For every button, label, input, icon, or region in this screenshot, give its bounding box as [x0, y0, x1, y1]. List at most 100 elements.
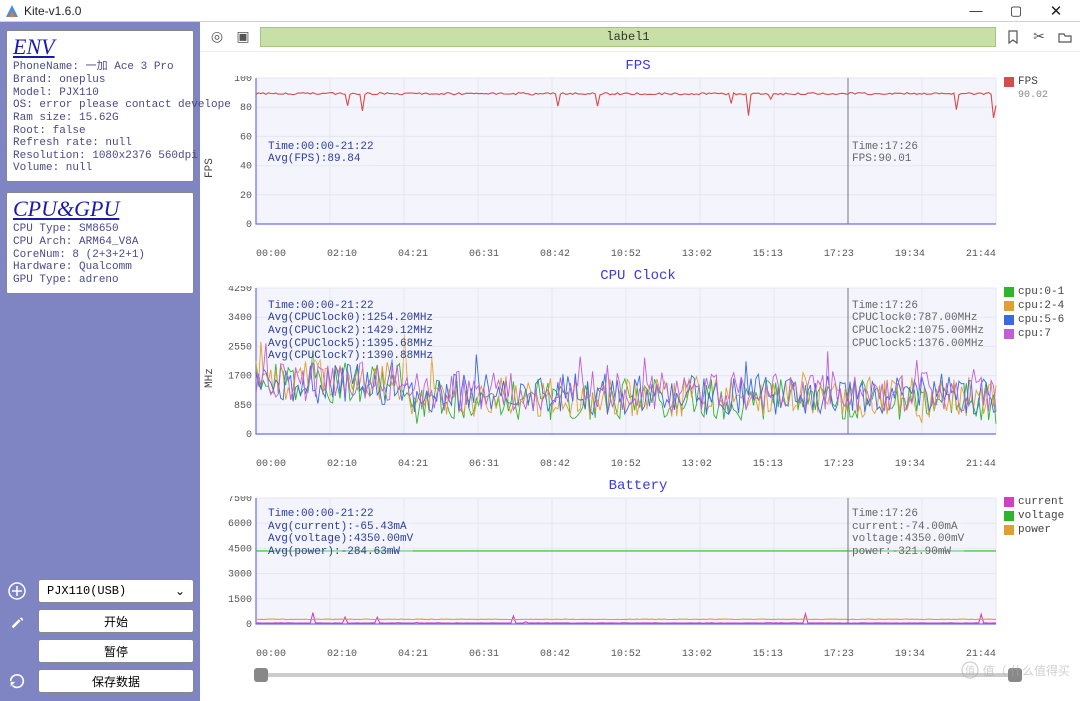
- chart-title: FPS: [204, 58, 1072, 74]
- overlay-info-right: Time:17:26 FPS:90.01: [852, 141, 918, 166]
- legend-item[interactable]: cpu:2-4: [1004, 300, 1072, 312]
- panel-row: Model: PJX110: [13, 87, 187, 100]
- open-icon[interactable]: [1056, 28, 1074, 46]
- fps-chart: FPSFPS02040608010000:0002:1004:2106:3108…: [204, 56, 1072, 260]
- svg-text:7500: 7500: [228, 496, 252, 505]
- chevron-down-icon: ⌄: [175, 584, 185, 599]
- chart-legend: FPS90.02: [998, 76, 1072, 260]
- panel-row: GPU Type: adreno: [13, 274, 187, 287]
- legend-label: FPS: [1018, 76, 1038, 88]
- svg-text:值: 值: [965, 664, 975, 677]
- x-axis-ticks: 00:0002:1004:2106:3108:4210:5213:0215:13…: [256, 247, 996, 260]
- legend-swatch: [1004, 77, 1014, 87]
- svg-text:20: 20: [240, 191, 252, 202]
- legend-item[interactable]: cpu:7: [1004, 328, 1072, 340]
- time-scrollbar[interactable]: [204, 666, 1072, 684]
- panel-row: Volume: null: [13, 162, 187, 175]
- cut-icon[interactable]: ✂: [1030, 28, 1048, 46]
- bookmark-icon[interactable]: [1004, 28, 1022, 46]
- y-axis-label: [204, 496, 222, 660]
- env-panel: ENV PhoneName: 一加 Ace 3 ProBrand: oneplu…: [6, 30, 194, 182]
- refresh-icon[interactable]: [6, 670, 28, 692]
- titlebar: Kite-v1.6.0 — ▢ ✕: [0, 0, 1080, 22]
- env-title: ENV: [13, 34, 187, 59]
- panel-row: Hardware: Qualcomm: [13, 261, 187, 274]
- save-data-button[interactable]: 保存数据: [38, 669, 194, 693]
- panel-row: PhoneName: 一加 Ace 3 Pro: [13, 61, 187, 74]
- overlay-info-left: Time:00:00-21:22 Avg(current):-65.43mA A…: [268, 508, 413, 559]
- svg-text:6000: 6000: [228, 519, 252, 530]
- legend-item[interactable]: cpu:0-1: [1004, 286, 1072, 298]
- overlay-info-right: Time:17:26 current:-74.00mA voltage:4350…: [852, 508, 964, 559]
- start-button[interactable]: 开始: [38, 609, 194, 633]
- panel-row: CoreNum: 8 (2+3+2+1): [13, 249, 187, 262]
- window-controls: — ▢ ✕: [956, 0, 1076, 22]
- panel-row: Root: false: [13, 125, 187, 138]
- svg-text:1700: 1700: [228, 372, 252, 383]
- panel-row: OS: error please contact develope: [13, 99, 187, 112]
- chart-legend: cpu:0-1 cpu:2-4 cpu:5-6 cpu:7: [998, 286, 1072, 470]
- legend-item[interactable]: power: [1004, 524, 1072, 536]
- add-icon[interactable]: [6, 580, 28, 602]
- legend-label: cpu:2-4: [1018, 300, 1064, 312]
- chart-title: CPU Clock: [204, 268, 1072, 284]
- x-axis-ticks: 00:0002:1004:2106:3108:4210:5213:0215:13…: [256, 457, 996, 470]
- target-icon[interactable]: ◎: [208, 28, 226, 46]
- legend-swatch: [1004, 497, 1014, 507]
- minimize-button[interactable]: —: [956, 0, 996, 22]
- main-area: ◎ ▣ label1 ✂ FPSFPS02040608010000:0002:1…: [200, 22, 1080, 701]
- app-icon: [4, 3, 20, 19]
- label-box[interactable]: label1: [260, 27, 996, 47]
- legend-item[interactable]: voltage: [1004, 510, 1072, 522]
- maximize-button[interactable]: ▢: [996, 0, 1036, 22]
- charts-container: FPSFPS02040608010000:0002:1004:2106:3108…: [200, 52, 1080, 701]
- blank-icon: [6, 640, 28, 662]
- panel-row: Refresh rate: null: [13, 137, 187, 150]
- legend-swatch: [1004, 329, 1014, 339]
- overlay-info-right: Time:17:26 CPUClock0:787.00MHz CPUClock2…: [852, 300, 984, 351]
- legend-label: cpu:5-6: [1018, 314, 1064, 326]
- svg-text:1500: 1500: [228, 595, 252, 606]
- scroll-thumb-left[interactable]: [254, 668, 268, 682]
- device-select[interactable]: PJX110(USB) ⌄: [38, 579, 194, 603]
- panel-row: CPU Type: SM8650: [13, 223, 187, 236]
- panel-row: CPU Arch: ARM64_V8A: [13, 236, 187, 249]
- x-axis-ticks: 00:0002:1004:2106:3108:4210:5213:0215:13…: [256, 647, 996, 660]
- sidebar-controls: PJX110(USB) ⌄ 开始 暂停 保存数据: [6, 579, 194, 693]
- y-axis-label: FPS: [204, 76, 222, 260]
- legend-label: power: [1018, 524, 1051, 536]
- settings-icon[interactable]: [6, 610, 28, 632]
- svg-text:3000: 3000: [228, 570, 252, 581]
- legend-swatch: [1004, 511, 1014, 521]
- scroll-track: [254, 673, 1022, 677]
- svg-text:850: 850: [234, 401, 252, 412]
- svg-text:60: 60: [240, 132, 252, 143]
- legend-item[interactable]: current: [1004, 496, 1072, 508]
- legend-swatch: [1004, 301, 1014, 311]
- legend-swatch: [1004, 315, 1014, 325]
- image-icon[interactable]: ▣: [234, 28, 252, 46]
- svg-text:0: 0: [246, 430, 252, 441]
- svg-text:2550: 2550: [228, 342, 252, 353]
- close-button[interactable]: ✕: [1036, 0, 1076, 22]
- watermark: 值 值（ 什么值得买: [961, 661, 1070, 679]
- titlebar-text: Kite-v1.6.0: [24, 4, 956, 18]
- svg-text:4250: 4250: [228, 286, 252, 295]
- svg-text:0: 0: [246, 220, 252, 231]
- legend-label: current: [1018, 496, 1064, 508]
- panel-row: Resolution: 1080x2376 560dpi: [13, 150, 187, 163]
- pause-button[interactable]: 暂停: [38, 639, 194, 663]
- panel-row: Brand: oneplus: [13, 74, 187, 87]
- svg-text:40: 40: [240, 162, 252, 173]
- legend-item[interactable]: cpu:5-6: [1004, 314, 1072, 326]
- legend-label: cpu:0-1: [1018, 286, 1064, 298]
- svg-text:0: 0: [246, 620, 252, 631]
- chart-legend: current voltage power: [998, 496, 1072, 660]
- cpu-clock-chart: CPU ClockMHz0850170025503400425000:0002:…: [204, 266, 1072, 470]
- cpugpu-panel: CPU&GPU CPU Type: SM8650CPU Arch: ARM64_…: [6, 192, 194, 294]
- legend-item[interactable]: FPS: [1004, 76, 1072, 88]
- legend-swatch: [1004, 525, 1014, 535]
- battery-chart: Battery01500300045006000750000:0002:1004…: [204, 476, 1072, 660]
- legend-swatch: [1004, 287, 1014, 297]
- device-select-value: PJX110(USB): [47, 584, 126, 598]
